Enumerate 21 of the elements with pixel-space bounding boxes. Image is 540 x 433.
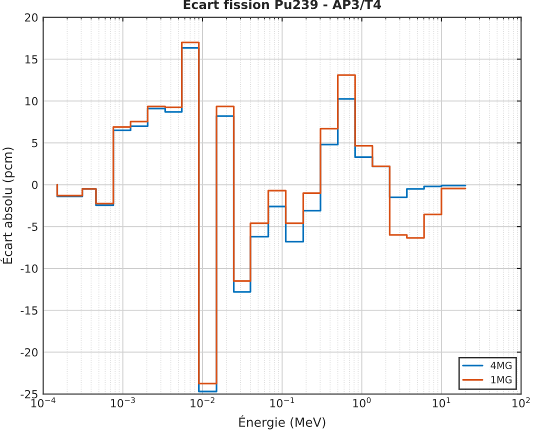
y-tick-label: 5 <box>32 139 38 148</box>
y-tick-label: 20 <box>25 13 38 22</box>
y-tick-label: -5 <box>28 222 38 231</box>
x-tick-label: 10$^{0}$ <box>353 397 371 408</box>
y-tick-label: 10 <box>25 97 38 106</box>
x-tick-label: 10$^{−1}$ <box>270 397 294 408</box>
x-tick-label: 10$^{−2}$ <box>190 397 214 408</box>
y-tick-label: -15 <box>20 306 38 315</box>
x-tick-label: 10$^{−4}$ <box>31 397 56 408</box>
legend-label: 1MG <box>491 376 512 384</box>
y-tick-label: 0 <box>32 180 38 190</box>
legend-label: 4MG <box>490 362 512 370</box>
y-tick-label: -20 <box>20 348 38 357</box>
y-tick-label: -10 <box>20 264 38 273</box>
x-tick-label: 10$^{−3}$ <box>111 397 135 408</box>
x-tick-label: 10$^{2}$ <box>512 397 530 408</box>
x-tick-label: 10$^{1}$ <box>432 397 450 408</box>
x-axis-title: Énergie (MeV) <box>239 415 326 430</box>
y-tick-label: 15 <box>25 55 38 64</box>
y-tick-label: -25 <box>20 390 38 398</box>
y-axis-title: Écart absolu (pcm) <box>0 148 15 264</box>
